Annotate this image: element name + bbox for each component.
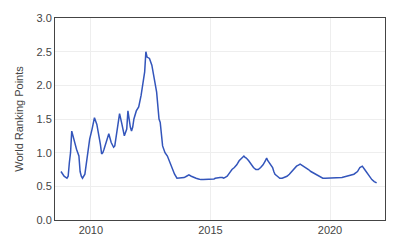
svg-text:2.0: 2.0	[37, 79, 52, 91]
svg-text:0.5: 0.5	[37, 180, 52, 192]
svg-text:3.0: 3.0	[37, 12, 52, 24]
svg-text:1.0: 1.0	[37, 147, 52, 159]
svg-text:World Ranking Points: World Ranking Points	[13, 66, 25, 172]
svg-text:1.5: 1.5	[37, 113, 52, 125]
svg-text:0.0: 0.0	[37, 214, 52, 226]
svg-text:2020: 2020	[318, 224, 342, 236]
svg-text:2015: 2015	[198, 224, 222, 236]
svg-text:2.5: 2.5	[37, 46, 52, 58]
svg-text:2010: 2010	[79, 224, 103, 236]
